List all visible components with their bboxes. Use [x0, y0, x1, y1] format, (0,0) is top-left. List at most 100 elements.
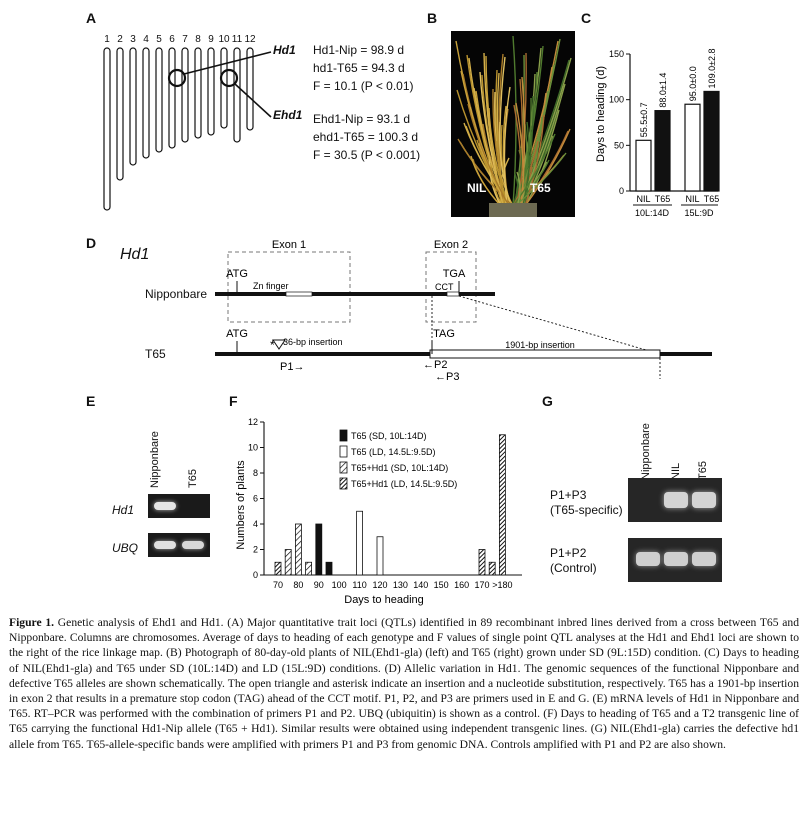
nip-tga: TGA	[443, 268, 466, 280]
g-band-p1p3-t65	[692, 492, 716, 508]
f-bar	[274, 561, 282, 576]
chart-c-group-sd: 10L:14D	[635, 208, 670, 218]
f-bar	[376, 536, 384, 576]
bar-category-label: T65	[655, 194, 671, 204]
y-tick-label: 0	[619, 186, 624, 196]
bar-category-label: NIL	[685, 194, 699, 204]
cct-label: CCT	[435, 282, 454, 292]
chromosome-2	[116, 47, 124, 181]
g-gel-p1p3	[628, 478, 722, 522]
e-col-t65: T65	[187, 469, 199, 488]
primer-p3: ←P3	[435, 371, 459, 383]
days-to-heading-chart: Days to heading (d) 0 50 100 150 55.5±0.7 NI…	[595, 48, 720, 218]
t65-plant-leaf	[512, 35, 517, 207]
g-gel-p1p2	[628, 538, 722, 582]
exon1-label: Exon 1	[272, 239, 306, 251]
f-legend-label: T65+Hd1 (LD, 14.5L:9.5D)	[351, 479, 457, 489]
f-bar	[488, 561, 496, 576]
hd1-locus-circle	[167, 68, 187, 88]
f-y-tick-label: 4	[253, 519, 258, 529]
nil-plant-leaf	[488, 156, 502, 207]
t65-plant-leaf	[522, 95, 534, 207]
e-gel-ubq	[148, 533, 210, 557]
e-row-hd1: Hd1	[112, 503, 135, 517]
f-y-tick-label: 2	[253, 545, 258, 555]
bar-value-label: 109.0±2.8	[707, 48, 717, 88]
chromosome-number: 2	[117, 34, 123, 45]
f-x-tick-label: 170	[474, 580, 489, 590]
chromosome-number: 9	[208, 34, 214, 45]
ehd1-locus-circle	[219, 68, 239, 88]
chromosome-number: 8	[195, 34, 201, 45]
chromosome-12	[246, 47, 254, 131]
linkage-map: 1 2 3 4 5 6 7 8 9 10 11 12	[103, 34, 272, 211]
bar-category-label: NIL	[636, 194, 650, 204]
caption-text: Genetic analysis of Ehd1 and Hd1. (A) Ma…	[9, 616, 799, 751]
f-x-tick-label: 110	[352, 580, 366, 590]
chart-c-group-ld: 15L:9D	[684, 208, 714, 218]
panel-g-label: G	[542, 393, 553, 409]
chromosome-number: 5	[156, 34, 162, 45]
exon2-label: Exon 2	[434, 239, 468, 251]
zn-finger-label: Zn finger	[253, 281, 289, 291]
nip-atg: ATG	[226, 268, 248, 280]
f-y-tick-label: 10	[248, 443, 258, 453]
t65-tag: TAG	[433, 328, 455, 340]
chromosome-number: 6	[169, 34, 175, 45]
t65-plant-leaf	[514, 152, 567, 207]
y-tick-label: 100	[609, 95, 624, 105]
g-col-nipponbare: Nipponbare	[640, 423, 652, 480]
f-x-tick-label: 150	[434, 580, 449, 590]
chromosome-11	[233, 47, 241, 143]
ehd1-stats: Ehd1-Nip = 93.1 d ehd1-T65 = 100.3 d F =…	[313, 110, 420, 164]
f-x-tick-label: 130	[393, 580, 408, 590]
f-legend-swatch	[339, 429, 348, 442]
chromosome-3	[129, 47, 137, 166]
panel-c-label: C	[581, 10, 592, 26]
f-xlabel: Days to heading	[344, 594, 424, 606]
t65-label: T65	[145, 347, 166, 361]
f-y-tick-label: 12	[248, 417, 258, 427]
f-bar	[315, 523, 323, 576]
hd1-map-label: Hd1	[273, 43, 296, 57]
f-legend-label: T65 (LD, 14.5L:9.5D)	[351, 447, 436, 457]
f-bar	[284, 549, 292, 576]
chromosome-number: 3	[130, 34, 136, 45]
e-row-ubq: UBQ	[112, 541, 139, 555]
f-x-tick-label: 140	[413, 580, 428, 590]
photo-t65-label: T65	[530, 181, 551, 195]
ehd1-stat-2: ehd1-T65 = 100.3 d	[313, 130, 419, 144]
primer-p2: ←P2	[423, 359, 447, 371]
nil-plant-leaf	[498, 121, 512, 207]
f-x-tick-label: 70	[273, 580, 283, 590]
f-bar	[295, 523, 302, 576]
hd1-stat-3: F = 10.1 (P < 0.01)	[313, 79, 414, 93]
nil-plant-leaf	[470, 155, 502, 207]
e-col-nipponbare: Nipponbare	[149, 431, 161, 488]
bar-nil	[684, 103, 701, 192]
chromosome-number: 1	[104, 34, 110, 45]
chromosome-number: 7	[182, 34, 188, 45]
nil-plant-leaf	[467, 103, 510, 207]
nil-plant-leaf	[503, 86, 511, 207]
f-legend-swatch	[339, 445, 348, 458]
panel-b-label: B	[427, 10, 438, 26]
g-band-p1p2-t65	[692, 552, 716, 566]
f-bar	[356, 510, 364, 576]
y-tick-label: 50	[614, 140, 624, 150]
g-band-p1p3-nil	[664, 492, 688, 508]
figure-caption: Figure 1. Genetic analysis of Ehd1 and H…	[9, 615, 799, 752]
e-band-ubq-nip	[154, 541, 176, 549]
panel-f-label: F	[229, 393, 238, 409]
chromosome-8	[194, 47, 202, 139]
f-legend-swatch	[339, 477, 348, 490]
chromosome-6	[168, 47, 176, 149]
f-x-tick-label: 80	[293, 580, 303, 590]
bar-value-label: 95.0±0.0	[688, 66, 698, 101]
chromosome-5	[155, 47, 163, 153]
f-legend-label: T65+Hd1 (SD, 10L:14D)	[351, 463, 448, 473]
f-y-tick-label: 0	[253, 570, 258, 580]
caption-lead: Figure 1.	[9, 616, 55, 629]
insertion-1901bp: 1901-bp insertion	[505, 340, 575, 350]
g-row1-primers: P1+P3	[550, 488, 587, 502]
